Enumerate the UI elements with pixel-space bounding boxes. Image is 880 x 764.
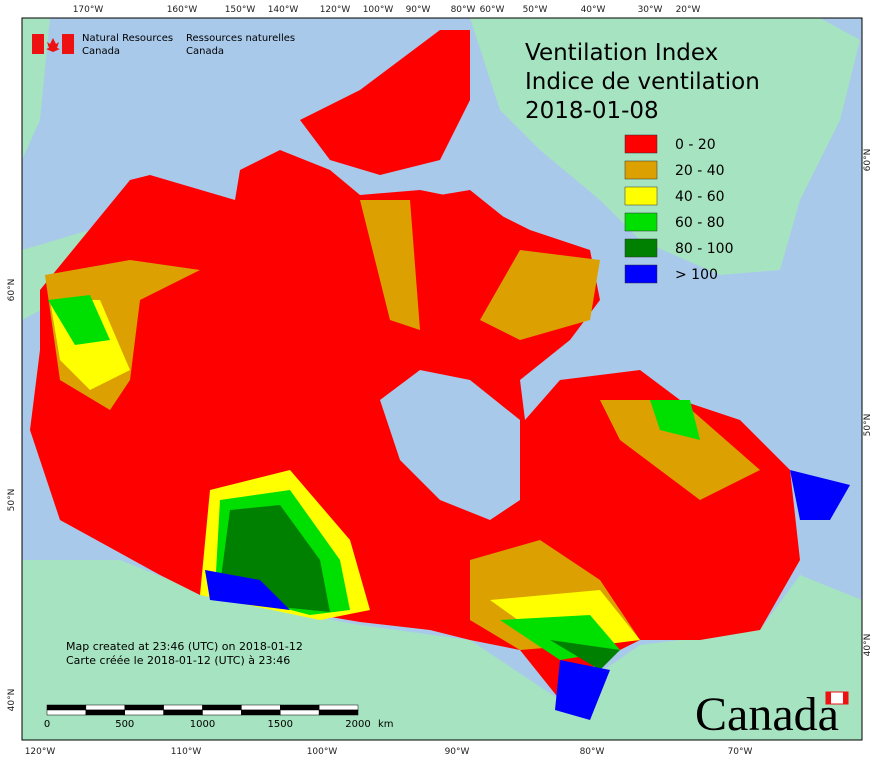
- legend-label: 80 - 100: [675, 241, 734, 257]
- scale-label: 500: [115, 719, 134, 730]
- title: Ventilation Index: [525, 40, 718, 66]
- wordmark-flag: [843, 692, 848, 704]
- legend-label: 20 - 40: [675, 163, 725, 179]
- scale-segment: [241, 704, 281, 711]
- arctic-islands: [240, 30, 520, 300]
- graticule-label: 160°W: [167, 5, 198, 15]
- wordmark: Canada: [695, 688, 839, 741]
- legend-label: 0 - 20: [675, 137, 716, 153]
- scale-segment: [202, 704, 242, 711]
- legend-label: > 100: [675, 267, 718, 283]
- graticule-label: 50°N: [7, 489, 17, 512]
- graticule-label: 50°W: [523, 5, 548, 15]
- map-body: [22, 18, 862, 740]
- graticule-label: 100°W: [363, 5, 394, 15]
- graticule-label: 50°N: [863, 414, 873, 437]
- graticule-label: 40°N: [863, 634, 873, 657]
- zone-yellow: [50, 300, 640, 650]
- graticule-label: 90°W: [406, 5, 431, 15]
- scale-segment: [163, 709, 203, 716]
- greenland: [470, 18, 860, 275]
- scale-segment: [241, 709, 281, 716]
- graticule-label: 60°N: [7, 279, 17, 302]
- graticule-label: 70°W: [728, 747, 753, 757]
- scale-label: 1000: [190, 719, 215, 730]
- scale-segment: [124, 709, 164, 716]
- legend-label: 40 - 60: [675, 189, 725, 205]
- graticule-label: 90°W: [445, 747, 470, 757]
- scale-label: 0: [44, 719, 50, 730]
- scale-segment: [124, 704, 164, 711]
- scale-label: 1500: [268, 719, 293, 730]
- legend-swatch: [624, 212, 658, 232]
- legend-swatch: [624, 160, 658, 180]
- legend-swatch: [624, 238, 658, 258]
- graticule-label: 80°W: [451, 5, 476, 15]
- wordmark-flag: [826, 692, 831, 704]
- graticule-label: 120°W: [320, 5, 351, 15]
- graticule-label: 30°W: [638, 5, 663, 15]
- footer-note: Carte créée le 2018-01-12 (UTC) à 23:46: [66, 654, 290, 667]
- scale-segment: [318, 709, 359, 716]
- frame: [21, 17, 863, 741]
- scale-segment: [46, 709, 87, 716]
- flag-bar: [32, 34, 44, 54]
- title: 2018-01-08: [525, 98, 659, 124]
- scale-segment: [46, 704, 87, 711]
- graticule-label: 60°N: [863, 149, 873, 172]
- maple-leaf: [46, 38, 60, 52]
- graticule-label: 140°W: [268, 5, 299, 15]
- scale-unit: km: [378, 719, 394, 730]
- graticule-label: 60°W: [480, 5, 505, 15]
- scale-segment: [202, 709, 242, 716]
- hudson-bay: [380, 370, 520, 520]
- legend-swatch: [624, 264, 658, 284]
- graticule-label: 120°W: [25, 747, 56, 757]
- scale-segment: [280, 704, 320, 711]
- graticule-label: 80°W: [580, 747, 605, 757]
- us-land: [22, 560, 862, 740]
- graticule-label: 20°W: [676, 5, 701, 15]
- agency-en: Canada: [82, 46, 120, 57]
- agency-fr: Canada: [186, 46, 224, 57]
- scale-segment: [280, 709, 320, 716]
- scale-segment: [318, 704, 359, 711]
- zone-darkgreen: [220, 505, 620, 670]
- footer-note: Map created at 23:46 (UTC) on 2018-01-12: [66, 640, 303, 653]
- title: Indice de ventilation: [525, 69, 760, 95]
- graticule-label: 100°W: [307, 747, 338, 757]
- legend-label: 60 - 80: [675, 215, 725, 231]
- flag-bar: [62, 34, 74, 54]
- graticule-label: 40°N: [7, 689, 17, 712]
- legend-swatch: [624, 134, 658, 154]
- legend-swatch: [624, 186, 658, 206]
- graticule-label: 40°W: [581, 5, 606, 15]
- agency-en: Natural Resources: [82, 33, 173, 44]
- scale-segment: [85, 704, 125, 711]
- graticule-label: 150°W: [225, 5, 256, 15]
- graticule-label: 110°W: [171, 747, 202, 757]
- scale-label: 2000: [345, 719, 370, 730]
- agency-fr: Ressources naturelles: [186, 33, 295, 44]
- scale-segment: [163, 704, 203, 711]
- graticule-label: 170°W: [73, 5, 104, 15]
- scale-segment: [85, 709, 125, 716]
